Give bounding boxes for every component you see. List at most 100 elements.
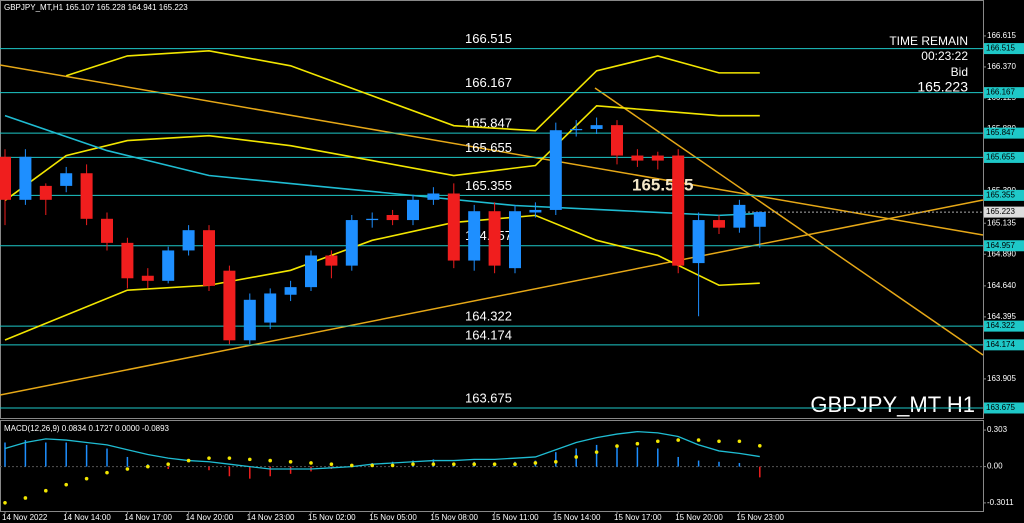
bid-tag	[984, 206, 1024, 218]
bid-tag-label: 165.223	[986, 207, 1015, 216]
x-tick-label: 14 Nov 2022	[2, 513, 48, 522]
macd-signal-dot	[248, 457, 252, 462]
y-tick-label: 164.890	[987, 249, 1016, 258]
candle-body	[264, 293, 277, 323]
macd-signal-dot	[64, 482, 68, 487]
macd-signal-dot	[166, 462, 170, 466]
main-panel	[0, 0, 984, 419]
level-tag-label: 165.847	[986, 128, 1015, 137]
candle-body	[366, 218, 379, 221]
macd-signal-dot	[309, 461, 313, 465]
macd-signal-dot	[370, 463, 375, 468]
macd-panel	[0, 420, 984, 512]
candle-body	[325, 255, 338, 266]
level-label: 164.322	[465, 309, 512, 324]
level-label: 165.655	[465, 140, 512, 155]
candle-body	[549, 130, 562, 210]
level-tag	[984, 151, 1024, 163]
candle-body	[121, 242, 134, 279]
level-tag	[984, 320, 1024, 332]
candle-body	[753, 212, 766, 227]
candle-body	[733, 204, 746, 228]
candle-body	[631, 155, 644, 161]
macd-signal-dot	[146, 464, 150, 469]
candle-body	[141, 275, 154, 281]
macd-label: MACD(12,26,9) 0.0834 0.1727 0.0000 -0.08…	[4, 424, 170, 433]
candle-body	[80, 173, 93, 219]
candle-body	[345, 220, 358, 266]
macd-signal-dot	[513, 462, 517, 466]
candle-body	[570, 128, 583, 131]
level-tag-label: 164.322	[986, 321, 1015, 330]
indicator-line	[4, 214, 760, 341]
bid-label: Bid	[951, 65, 968, 79]
candle-body	[529, 209, 542, 213]
macd-signal-dot	[533, 461, 538, 465]
trend-line	[0, 64, 984, 236]
macd-signal-dot	[227, 456, 232, 460]
candle-body	[101, 218, 113, 243]
candle-body	[713, 220, 725, 228]
level-tag	[984, 402, 1024, 414]
y-tick-label: 164.640	[987, 281, 1016, 290]
level-label: 166.167	[465, 75, 512, 90]
candle-body	[182, 230, 195, 251]
macd-tick-label: 0.303	[987, 425, 1008, 434]
time-remain: 00:23:22	[921, 49, 968, 63]
x-tick-label: 14 Nov 23:00	[247, 513, 295, 522]
macd-signal-dot	[3, 500, 7, 505]
macd-signal-dot	[452, 462, 456, 466]
level-tag-label: 166.515	[986, 44, 1015, 53]
level-tag-label: 164.957	[986, 241, 1015, 250]
candle-body	[284, 287, 297, 295]
candle-body	[468, 211, 481, 261]
trend-line	[0, 199, 984, 396]
macd-signal-dot	[717, 439, 721, 444]
macd-signal-dot	[44, 488, 48, 493]
macd-signal-dot	[268, 458, 273, 463]
macd-line	[4, 430, 760, 470]
level-tag-label: 165.655	[986, 153, 1015, 162]
macd-signal-dot	[411, 462, 415, 466]
candle-body	[60, 173, 73, 186]
candle-body	[590, 125, 603, 129]
level-label: 163.675	[465, 390, 512, 405]
x-tick-label: 15 Nov 05:00	[369, 513, 417, 522]
candle-body	[203, 230, 215, 286]
macd-signal-dot	[737, 439, 742, 444]
x-tick-label: 15 Nov 17:00	[614, 513, 662, 522]
annotation: 165.505	[632, 175, 693, 194]
level-label: 165.355	[465, 178, 512, 193]
level-tag-label: 165.355	[986, 190, 1015, 199]
macd-tick-label: -0.3011	[987, 498, 1014, 507]
level-tag	[984, 127, 1024, 139]
x-tick-label: 15 Nov 20:00	[675, 513, 723, 522]
candle-body	[223, 270, 236, 341]
macd-signal-dot	[615, 444, 619, 448]
candle-body	[447, 193, 460, 261]
level-tag-label: 166.167	[986, 88, 1015, 97]
x-tick-label: 14 Nov 17:00	[124, 513, 172, 522]
candle-body	[407, 199, 419, 221]
macd-tick-label: 0.00	[987, 462, 1003, 471]
x-tick-label: 14 Nov 14:00	[63, 513, 111, 522]
macd-signal-dot	[696, 438, 701, 442]
indicator-line	[4, 104, 760, 202]
candle-body	[488, 211, 501, 266]
watermark: GBPJPY_MT H1	[810, 392, 975, 417]
candle-body	[427, 193, 440, 200]
candle-body	[39, 185, 52, 200]
candle-body	[0, 156, 11, 200]
macd-signal-dot	[554, 459, 558, 464]
macd-signal-dot	[23, 496, 28, 500]
indicator-line	[65, 50, 760, 132]
macd-signal-dot	[350, 463, 354, 468]
level-tag	[984, 240, 1024, 252]
x-tick-label: 15 Nov 11:00	[492, 513, 540, 522]
x-tick-label: 14 Nov 20:00	[186, 513, 234, 522]
macd-signal-dot	[635, 441, 640, 446]
level-tag	[984, 43, 1024, 55]
x-tick-label: 15 Nov 14:00	[553, 513, 601, 522]
macd-signal-dot	[594, 450, 599, 454]
